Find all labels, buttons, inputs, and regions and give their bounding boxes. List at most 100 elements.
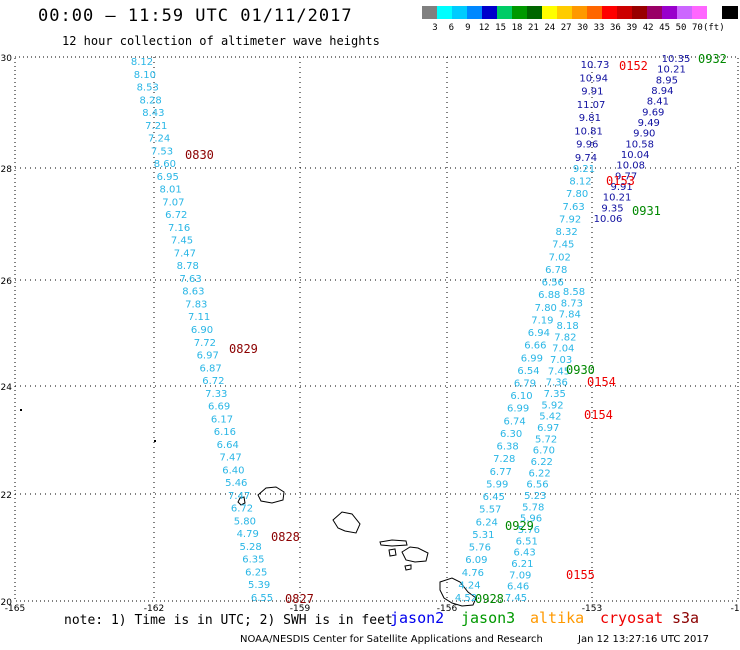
scale-swatch [647, 6, 663, 19]
wave-height-value: 8.01 [159, 185, 181, 196]
wave-height-value: 6.95 [157, 172, 179, 183]
wave-height-value: 6.54 [517, 366, 539, 377]
wave-height-value: 5.23 [524, 491, 546, 502]
wave-height-value: 6.24 [476, 517, 498, 528]
wave-height-value: 6.22 [528, 468, 550, 479]
wave-height-value: 6.09 [465, 555, 487, 566]
satellite-legend-item: altika [530, 609, 585, 627]
island-molokai [379, 539, 408, 547]
scale-swatch [677, 6, 693, 19]
wave-height-value: 5.39 [248, 580, 270, 591]
lat-label: 30 [1, 54, 13, 64]
wave-height-value: 5.42 [539, 412, 561, 423]
wave-height-value: 6.78 [545, 265, 567, 276]
wave-height-value: 8.95 [656, 75, 678, 86]
pass-time-label: 0153 [606, 174, 635, 188]
wave-height-value: 9.81 [579, 113, 601, 124]
scale-swatch [542, 6, 558, 19]
wave-height-value: 6.35 [242, 555, 264, 566]
wave-height-value: 6.74 [503, 416, 525, 427]
map-subtitle: 12 hour collection of altimeter wave hei… [62, 34, 380, 48]
wave-height-value: 6.97 [537, 423, 559, 434]
lat-label: 28 [1, 165, 13, 175]
wave-height-value: 6.66 [524, 341, 546, 352]
wave-height-value: 8.63 [182, 287, 204, 298]
wave-height-value: 6.72 [165, 210, 187, 221]
wave-height-values: 8.12 8.10 8.538.28 8.43 7.21 7.247.53 8.60 6.95… [131, 54, 690, 604]
wave-height-value: 7.63 [562, 202, 584, 213]
scale-swatch [587, 6, 603, 19]
lat-label: 26 [1, 277, 13, 287]
wave-height-value: 9.90 [633, 129, 655, 140]
island-kahoolawe [404, 564, 412, 571]
graticule [15, 57, 738, 601]
map-border [14, 56, 739, 602]
wave-height-value: 7.53 [151, 146, 173, 157]
wave-height-value: 6.77 [490, 467, 512, 478]
scale-label: 33 [593, 23, 605, 33]
scale-swatch [497, 6, 513, 19]
wave-height-value: 6.70 [533, 446, 555, 457]
scale-label: 42 [642, 23, 654, 33]
wave-height-value: 8.73 [561, 298, 583, 309]
scale-swatch [557, 6, 573, 19]
wave-height-value: 7.33 [205, 389, 227, 400]
wave-height-value: 4.76 [462, 568, 484, 579]
wave-height-value: 9.69 [642, 107, 664, 118]
island-lanai [388, 548, 397, 557]
wave-height-value: 6.51 [516, 536, 538, 547]
pass-time-label: 0829 [229, 342, 258, 356]
pass-time-label: 0154 [587, 375, 616, 389]
wave-height-value: 9.49 [638, 118, 660, 129]
wave-height-value: 7.83 [185, 300, 207, 311]
scale-label: 3 [432, 23, 438, 33]
wave-height-value: 5.28 [239, 542, 261, 553]
scale-label: 21 [527, 23, 539, 33]
pass-time-label: 0931 [632, 204, 661, 218]
scale-swatch [527, 6, 543, 19]
wave-height-value: 7.45 [548, 366, 570, 377]
scale-label: 12 [478, 23, 490, 33]
wave-height-value: 5.57 [479, 505, 501, 516]
wave-height-value: 7.72 [194, 338, 216, 349]
wave-height-value: 4.52 [455, 593, 477, 604]
wave-height-value: 7.16 [168, 223, 190, 234]
wave-height-value: 6.72 [202, 376, 224, 387]
wave-height-value: 8.41 [647, 97, 669, 108]
wave-height-value: 6.30 [500, 429, 522, 440]
wave-height-value: 6.99 [507, 404, 529, 415]
wave-height-value: 7.04 [552, 344, 574, 355]
wave-height-value: 6.87 [199, 363, 221, 374]
scale-swatch [692, 6, 708, 19]
lon-label: -159 [290, 604, 311, 614]
wave-height-value: 6.22 [531, 457, 553, 468]
scale-label: 18 [511, 23, 523, 33]
scale-label: 45 [659, 23, 671, 33]
wave-height-value: 5.76 [518, 525, 540, 536]
wave-height-value: 8.10 [134, 70, 156, 81]
wave-height-value: 7.19 [531, 315, 553, 326]
wave-height-value: 9.35 [601, 203, 623, 214]
scale-label: 9 [465, 23, 471, 33]
scale-swatch [437, 6, 453, 19]
pass-time-label: 0828 [271, 530, 300, 544]
wave-height-value: 6.16 [214, 427, 236, 438]
wave-height-value: 6.40 [222, 465, 244, 476]
wave-height-value: 5.76 [469, 543, 491, 554]
wave-height-value: 7.84 [559, 310, 581, 321]
map-frame: 30 28 26 24 22 20-165 -162 -159 -156 -153 -15 [1, 54, 740, 614]
wave-height-value: 9.21 [573, 164, 595, 175]
wave-height-value: 9.96 [576, 140, 598, 151]
wave-height-value: 7.47 [228, 491, 250, 502]
scale-label: 6 [448, 23, 455, 33]
wave-height-value: 5.46 [225, 478, 247, 489]
wave-height-value: 7.45 [505, 593, 527, 604]
wave-height-value: 10.58 [625, 139, 654, 150]
wave-height-value: 6.56 [526, 480, 548, 491]
scale-swatch [467, 6, 483, 19]
wave-height-value: 6.94 [528, 328, 550, 339]
wave-height-value: 6.46 [507, 582, 529, 593]
wave-height-value: 7.47 [174, 248, 196, 259]
wave-height-value: 10.04 [621, 150, 650, 161]
scale-swatch [482, 6, 498, 19]
